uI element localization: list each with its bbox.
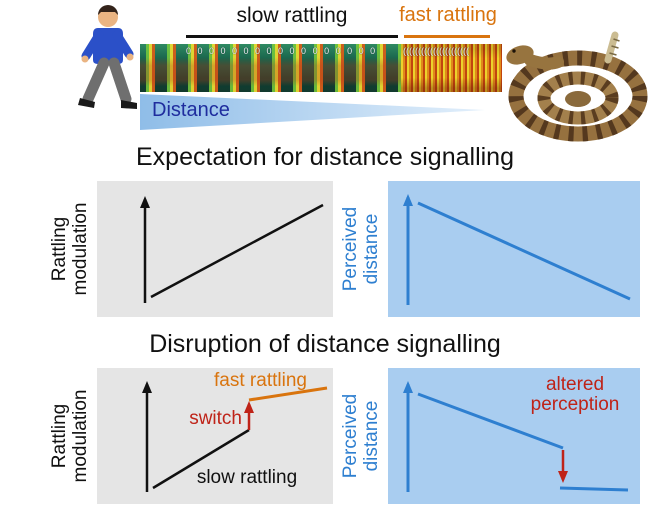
ylabel-line: modulation xyxy=(69,202,91,296)
perception-line: perception xyxy=(530,393,620,415)
slow-rattling-annotation: slow rattling xyxy=(196,467,298,488)
expectation-right-ylabel: Perceived distance xyxy=(340,179,385,319)
ylabel-line: distance xyxy=(360,400,382,472)
ylabel-line: Perceived xyxy=(340,393,361,479)
snake-inner-pattern xyxy=(537,71,619,125)
person-front-shoe xyxy=(121,100,137,109)
expectation-right-panel xyxy=(388,181,640,317)
expectation-left-panel xyxy=(97,181,333,317)
pulse-markers-slow: 0 0 0 0 0 0 0 0 0 0 0 0 0 0 0 0 0 xyxy=(186,46,378,56)
lowered-perceived-distance-line xyxy=(559,486,629,492)
rattlesnake-image xyxy=(506,31,648,142)
fast-rattling-bracket xyxy=(404,35,490,38)
spectrogram-fast-region xyxy=(400,44,502,92)
distance-label: Distance xyxy=(152,99,230,121)
disruption-left-panel xyxy=(97,368,333,504)
snake-coil-center xyxy=(565,91,591,107)
walking-person-illustration xyxy=(78,5,137,109)
expectation-right-chart xyxy=(403,194,631,305)
spectrogram-slow-region xyxy=(140,44,401,92)
person-front-hand xyxy=(126,53,134,61)
person-front-leg xyxy=(108,57,132,105)
fast-rattling-line xyxy=(248,386,328,402)
distance-wedge-shape xyxy=(140,94,485,130)
snake-outer-pattern xyxy=(508,50,648,142)
slow-rattling-line xyxy=(152,428,250,490)
person-back-leg xyxy=(82,57,110,105)
switch-annotation: switch xyxy=(189,408,242,429)
disruption-right-panel xyxy=(388,368,640,504)
slow-rattling-bracket xyxy=(186,35,398,38)
disruption-left-chart xyxy=(142,381,328,492)
altered-perception-annotation: altered perception xyxy=(505,375,645,415)
disruption-right-chart xyxy=(403,381,629,492)
snake-eye xyxy=(512,49,516,53)
ylabel-line: Rattling xyxy=(49,403,70,469)
rising-modulation-line xyxy=(150,203,324,299)
falling-perceived-distance-line xyxy=(417,392,564,450)
disruption-title: Disruption of distance signalling xyxy=(149,330,501,358)
distance-wedge xyxy=(140,94,485,130)
slow-rattling-label: slow rattling xyxy=(236,4,348,27)
ylabel-line: Perceived xyxy=(340,206,361,292)
disruption-right-ylabel: Perceived distance xyxy=(340,366,385,506)
person-back-shoe xyxy=(78,98,95,108)
disruption-left-ylabel: Rattling modulation xyxy=(49,366,94,506)
fast-rattling-label: fast rattling xyxy=(399,4,497,26)
ylabel-line: distance xyxy=(360,213,382,285)
expectation-left-chart xyxy=(140,196,324,303)
person-back-arm xyxy=(81,30,104,61)
person-front-arm xyxy=(112,30,134,59)
rattle-spectrogram xyxy=(140,44,502,92)
ylabel-line: modulation xyxy=(69,389,91,483)
pulse-markers-fast: (((((((((((((((((((((( xyxy=(403,46,469,56)
expectation-title: Expectation for distance signalling xyxy=(135,143,514,171)
falling-perceived-distance-line xyxy=(417,201,631,301)
expectation-left-ylabel: Rattling modulation xyxy=(49,179,94,319)
fast-rattling-annotation: fast rattling xyxy=(214,370,307,391)
snake-neck xyxy=(524,54,564,70)
person-back-hand xyxy=(81,55,89,63)
altered-line: altered xyxy=(545,374,605,395)
snake-rattle-segments xyxy=(609,38,620,56)
ylabel-line: Rattling xyxy=(49,216,70,282)
person-hair xyxy=(98,5,118,15)
